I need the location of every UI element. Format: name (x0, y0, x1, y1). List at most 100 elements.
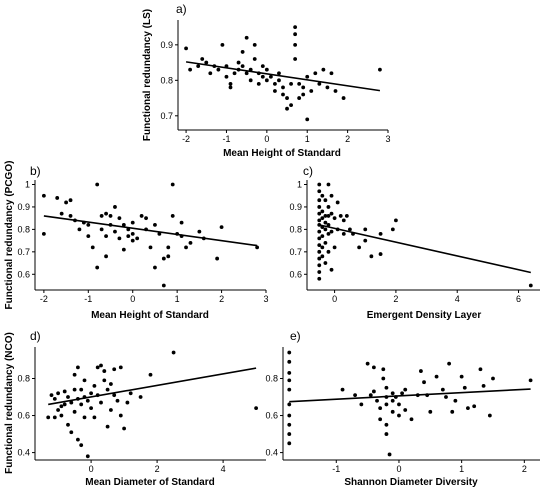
panel-b-data-point (99, 227, 104, 232)
panel-c-data-point (317, 205, 322, 209)
panel-b-data-point (255, 245, 260, 250)
panel-d-data-point (109, 408, 113, 412)
panel-c-data-point (528, 283, 533, 288)
panel-b: b) -2 -1 0 1 2 3 0.6 0.7 0.8 0.9 1 Mean Height of St… (4, 161, 269, 321)
panel-a-y-tick-label: 0.8 (160, 75, 173, 85)
panel-a-data-point (240, 64, 245, 69)
panel-e-data-point (491, 376, 495, 381)
panel-d-y-title: Functional redundancy (NCO) (4, 332, 15, 474)
panel-b-data-point (113, 205, 117, 209)
panel-a-data-point (293, 25, 298, 29)
panel-a-data-point (240, 50, 245, 54)
panel-e-data-point (472, 404, 477, 409)
panel-d-data-point (85, 454, 90, 459)
panel-b-x-tick-label: 0 (130, 294, 135, 304)
panel-e-data-point (359, 402, 364, 407)
panel-a-data-point (293, 32, 298, 37)
panel-b-y-tick-label: 1 (25, 179, 30, 189)
panel-c-data-point (326, 231, 331, 236)
panel-a-data-point (293, 57, 298, 61)
panel-a-data-point (228, 81, 233, 86)
panel-c-data-point (338, 214, 343, 218)
panel-a-data-point (329, 71, 334, 76)
panel-c-data-point (317, 236, 322, 241)
panel-d-x-tick-label: 4 (221, 464, 226, 474)
panel-b-data-point (139, 214, 144, 218)
panel-a-data-point (305, 117, 310, 122)
panel-d-data-point (72, 409, 77, 414)
panel-a-x-tick-label: 2 (345, 134, 350, 144)
panel-a-data-point (285, 106, 289, 111)
panel-e-data-point (400, 391, 404, 396)
panel-d-y-tick-label: 0.8 (17, 373, 30, 383)
panel-a-data-point (309, 89, 314, 93)
panel-d-data-point (92, 384, 97, 388)
panel-d-x-title: Mean Diameter of Standard (85, 477, 214, 488)
panel-e-data-point (403, 387, 408, 392)
panel-c-data-point (326, 182, 331, 187)
panel-c-data-point (323, 227, 328, 232)
panel-d-data-point (99, 363, 103, 368)
panel-b-data-point (215, 256, 220, 261)
panel-b-data-point (130, 220, 135, 225)
panel-a-x-tick-label: 3 (385, 134, 390, 144)
panel-b-trend-line (43, 215, 258, 247)
panel-e-data-point (387, 452, 392, 457)
panel-b-data-point (77, 227, 82, 232)
panel-c-data-point (320, 216, 325, 221)
panel-e-x-tick-label: 1 (459, 464, 464, 474)
panel-a-data-point (289, 81, 293, 86)
panel-b-data-point (59, 211, 64, 216)
panel-b-data-point (126, 234, 131, 239)
panel-b-data-point (90, 245, 95, 250)
panel-b-data-point (41, 231, 46, 236)
panel-b-data-point (219, 225, 224, 230)
panel-c-data-point (323, 220, 328, 225)
panel-b-data-point (68, 214, 73, 218)
panel-c-data-point (329, 211, 334, 216)
panel-c-x-tick-label: 4 (455, 294, 460, 304)
panel-c-x-tick-label: 6 (516, 294, 521, 304)
panel-a-y-tick-label: 0.7 (160, 111, 173, 121)
panel-a-data-point (260, 64, 265, 69)
panel-c-data-point (320, 209, 325, 214)
panel-d-data-point (79, 443, 84, 448)
panel-b-x-tick-label: 2 (219, 294, 224, 304)
panel-c-data-point (348, 227, 352, 232)
panel-a-data-point (333, 89, 338, 93)
panel-d-data-point (69, 430, 74, 435)
panel-d-data-point (69, 400, 74, 405)
panel-b-data-point (121, 222, 126, 227)
panel-b-data-point (153, 222, 157, 227)
panel-a-data-point (289, 103, 293, 108)
panel-b-data-point (41, 193, 46, 198)
panel-d-data-point (66, 422, 70, 427)
panel-b-data-point (188, 240, 193, 245)
panel-a-data-point (260, 74, 265, 79)
panel-d-x-tick-label: 2 (155, 464, 160, 474)
panel-d-data-point (59, 413, 64, 418)
panel-d-data-point (128, 391, 133, 396)
panel-d-data-point (56, 408, 60, 412)
panel-d-y-tick-label: 0.6 (17, 411, 30, 421)
panel-e-data-point (384, 422, 389, 427)
panel-b-data-point (95, 182, 100, 187)
panel-b-data-point (104, 211, 108, 216)
panel-e-data-point (287, 350, 292, 355)
panel-d-data-point (254, 406, 258, 411)
panel-d-data-point (46, 415, 51, 420)
panel-d-data-point (52, 415, 57, 420)
panel-c-data-point (332, 216, 337, 221)
panel-a-data-point (252, 57, 257, 61)
panel-b-data-point (184, 245, 188, 250)
panel-d-data-point (125, 400, 130, 405)
panel-d-data-point (99, 400, 103, 405)
panel-d-data-point (112, 393, 117, 398)
panel-a: a) -2 -1 0 1 2 3 0.7 0.8 0.9 Mean Height of Standa… (142, 2, 391, 159)
panel-a-data-point (277, 71, 281, 76)
panel-e-data-point (422, 380, 426, 385)
panel-e-data-point (450, 409, 455, 414)
panel-e-data-point (381, 367, 386, 372)
panel-a-data-point (264, 67, 269, 72)
